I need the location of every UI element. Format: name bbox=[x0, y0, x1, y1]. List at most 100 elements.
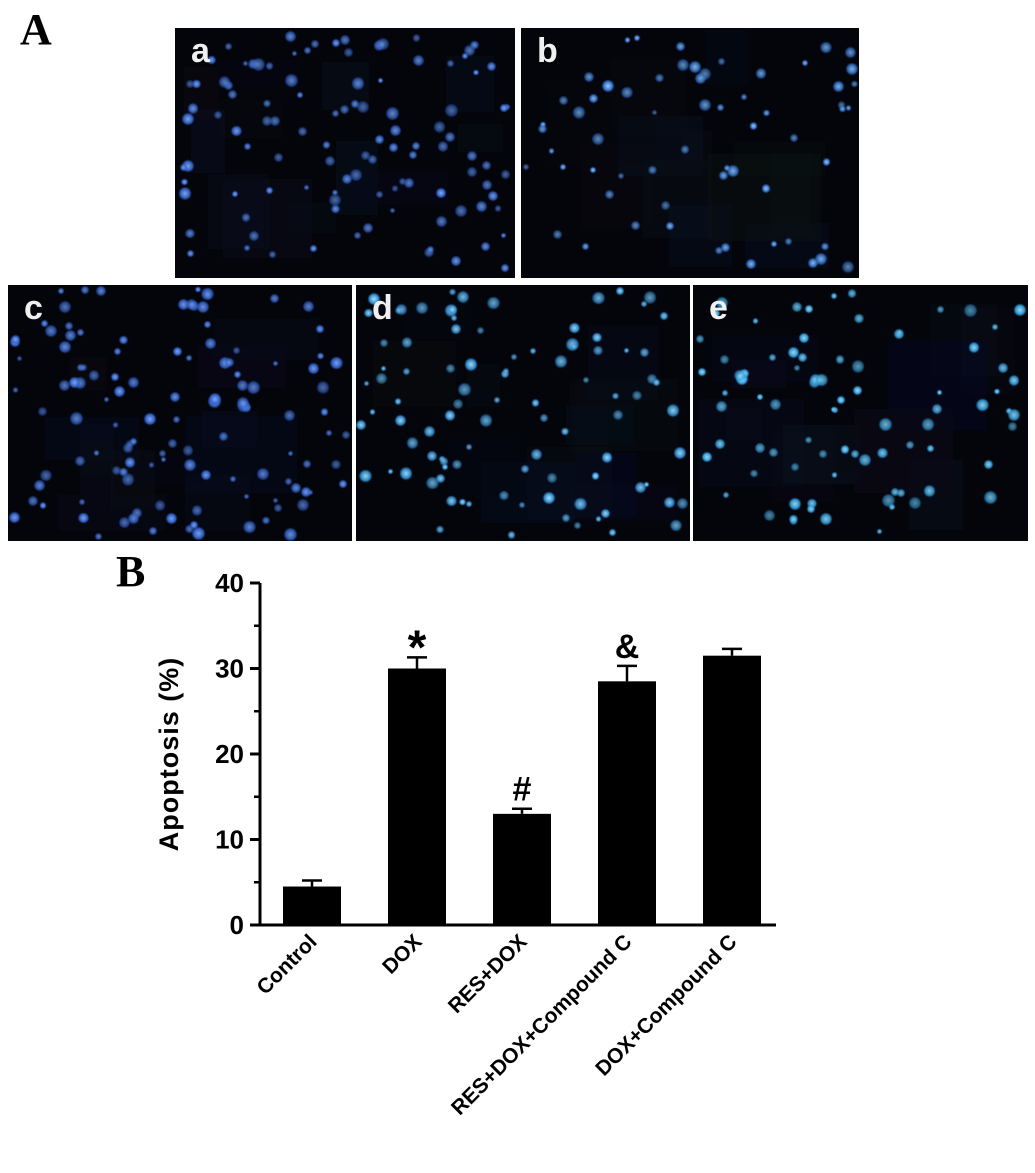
cell-nucleus bbox=[204, 338, 216, 350]
cell-nucleus bbox=[877, 447, 888, 458]
background-patch bbox=[287, 202, 337, 233]
cell-nucleus bbox=[93, 450, 100, 456]
cell-nucleus bbox=[466, 150, 477, 161]
cell-nucleus bbox=[752, 317, 759, 324]
cell-nucleus bbox=[192, 79, 201, 89]
cell-nucleus bbox=[387, 468, 393, 474]
cell-nucleus bbox=[976, 398, 989, 412]
cell-nucleus bbox=[340, 34, 351, 45]
cell-nucleus bbox=[574, 497, 587, 511]
cell-nucleus bbox=[695, 73, 707, 84]
cell-nucleus bbox=[297, 92, 303, 98]
background-patch bbox=[853, 409, 954, 493]
cell-nucleus bbox=[591, 472, 600, 480]
cell-nucleus bbox=[1007, 409, 1020, 422]
cell-nucleus bbox=[724, 165, 730, 171]
background-patch bbox=[373, 341, 456, 407]
cell-nucleus bbox=[232, 190, 239, 197]
cell-nucleus bbox=[207, 55, 216, 65]
cell-nucleus bbox=[792, 301, 803, 312]
cell-nucleus bbox=[820, 41, 832, 54]
cell-nucleus bbox=[494, 204, 502, 212]
cell-nucleus bbox=[394, 307, 402, 315]
cell-nucleus bbox=[602, 79, 615, 92]
cell-nucleus bbox=[455, 205, 468, 218]
cell-nucleus bbox=[936, 389, 943, 396]
background-patch bbox=[575, 379, 679, 451]
cell-nucleus bbox=[266, 186, 274, 194]
cell-nucleus bbox=[500, 233, 506, 239]
cell-nucleus bbox=[399, 467, 413, 480]
cell-nucleus bbox=[41, 320, 48, 328]
cell-nucleus bbox=[292, 50, 298, 57]
cell-nucleus bbox=[399, 177, 407, 185]
cell-nucleus bbox=[788, 347, 800, 359]
cell-nucleus bbox=[689, 60, 702, 73]
cell-nucleus bbox=[1008, 422, 1017, 431]
cell-nucleus bbox=[173, 416, 181, 423]
cell-nucleus bbox=[242, 213, 251, 222]
cell-nucleus bbox=[831, 471, 838, 478]
cell-nucleus bbox=[754, 442, 765, 453]
cell-nucleus bbox=[714, 438, 726, 450]
cell-nucleus bbox=[845, 63, 858, 76]
cell-nucleus bbox=[500, 169, 510, 179]
cell-nucleus bbox=[652, 378, 661, 387]
cell-nucleus bbox=[409, 151, 417, 159]
cell-nucleus bbox=[447, 59, 455, 67]
cell-nucleus bbox=[908, 497, 921, 510]
cell-nucleus bbox=[791, 463, 799, 472]
cell-nucleus bbox=[316, 325, 324, 333]
cell-nucleus bbox=[59, 380, 71, 391]
cell-nucleus bbox=[180, 163, 188, 171]
cell-nucleus bbox=[218, 431, 229, 442]
cell-nucleus bbox=[845, 105, 852, 111]
cell-nucleus bbox=[461, 52, 468, 59]
cell-nucleus bbox=[501, 264, 509, 272]
cell-nucleus bbox=[449, 288, 456, 295]
cell-nucleus bbox=[186, 299, 198, 311]
cell-nucleus bbox=[119, 335, 128, 345]
cell-nucleus bbox=[456, 291, 469, 303]
cell-nucleus bbox=[499, 490, 510, 501]
cell-nucleus bbox=[561, 427, 569, 436]
cell-nucleus bbox=[342, 430, 351, 439]
cell-nucleus bbox=[877, 529, 883, 535]
cell-nucleus bbox=[768, 353, 776, 361]
cell-nucleus bbox=[543, 492, 556, 505]
cell-nucleus bbox=[297, 499, 310, 511]
cell-nucleus bbox=[921, 417, 935, 431]
background-patch bbox=[565, 405, 635, 445]
cell-nucleus bbox=[807, 504, 816, 513]
cell-nucleus bbox=[33, 480, 45, 492]
cell-nucleus bbox=[763, 109, 770, 117]
cell-nucleus bbox=[390, 124, 401, 136]
cell-nucleus bbox=[178, 298, 190, 310]
cell-nucleus bbox=[316, 381, 330, 395]
cell-nucleus bbox=[186, 355, 192, 361]
cell-nucleus bbox=[554, 355, 568, 368]
cell-nucleus bbox=[158, 449, 167, 458]
cell-nucleus bbox=[548, 148, 555, 154]
cell-nucleus bbox=[479, 414, 493, 428]
cell-nucleus bbox=[65, 322, 73, 331]
cell-nucleus bbox=[447, 305, 457, 315]
cell-nucleus bbox=[750, 469, 758, 477]
cell-nucleus bbox=[537, 124, 547, 134]
cell-nucleus bbox=[891, 488, 899, 496]
cell-nucleus bbox=[28, 495, 39, 507]
cell-nucleus bbox=[9, 511, 21, 523]
cell-nucleus bbox=[820, 512, 832, 525]
cell-nucleus bbox=[350, 168, 363, 182]
cell-nucleus bbox=[303, 184, 310, 191]
cell-nucleus bbox=[927, 445, 934, 452]
cell-nucleus bbox=[838, 105, 846, 113]
cell-nucleus bbox=[178, 187, 191, 200]
cell-nucleus bbox=[166, 512, 178, 524]
cell-nucleus bbox=[635, 482, 647, 494]
cell-nucleus bbox=[228, 90, 238, 100]
background-patch bbox=[705, 29, 749, 86]
cell-nucleus bbox=[413, 34, 421, 42]
micrograph-d-label: d bbox=[372, 289, 393, 327]
cell-nucleus bbox=[359, 469, 372, 483]
